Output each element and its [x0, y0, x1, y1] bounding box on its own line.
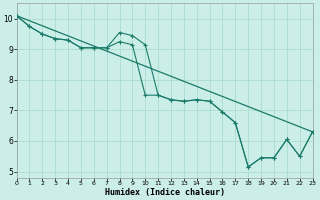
X-axis label: Humidex (Indice chaleur): Humidex (Indice chaleur)	[105, 188, 225, 197]
